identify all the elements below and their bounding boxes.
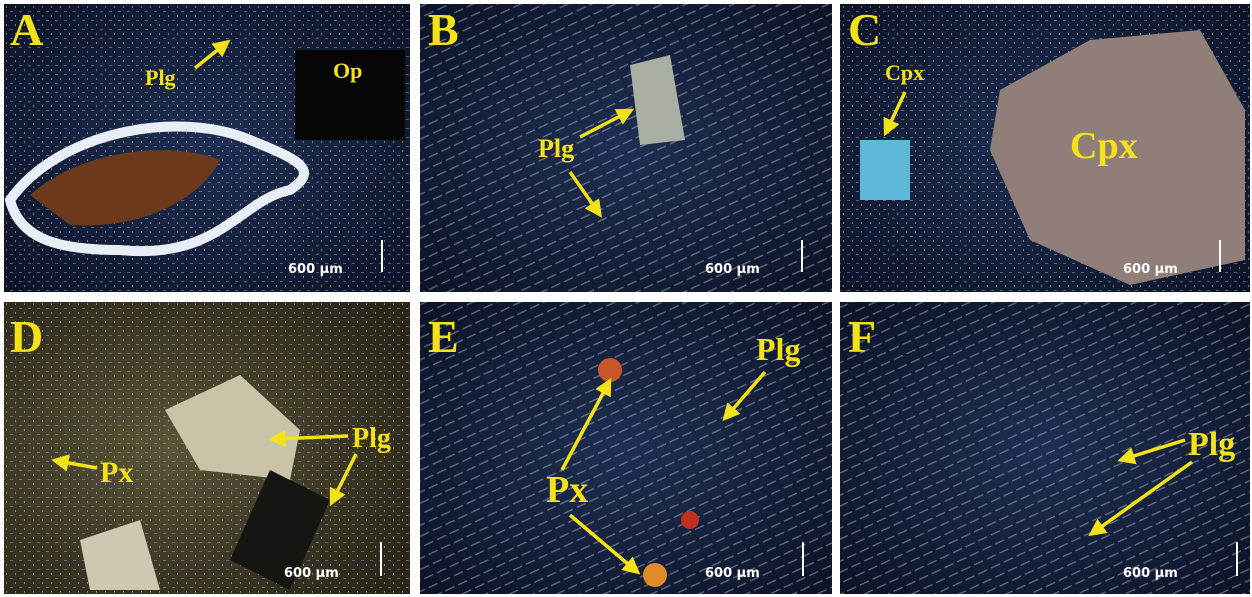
label: Cpx xyxy=(1070,125,1138,167)
label: Plg xyxy=(1188,426,1235,463)
panel-letter: B xyxy=(428,4,459,55)
label: Plg xyxy=(538,134,574,163)
scale-text: 600 μm xyxy=(1123,566,1178,581)
label: Px xyxy=(100,456,133,489)
scale-text: 600 μm xyxy=(705,566,760,581)
panel-letter: C xyxy=(848,4,881,55)
panel-letter: A xyxy=(10,4,43,55)
panel-b: B Plg 600 μm xyxy=(420,4,832,292)
crystal xyxy=(681,511,699,529)
panel-e: E Plg Px 600 μm xyxy=(420,302,832,594)
texture xyxy=(420,4,832,292)
panel-letter: D xyxy=(10,311,43,362)
label: Plg xyxy=(756,331,800,367)
label: Op xyxy=(333,58,362,83)
figure: A Plg Op 600 μm B Plg 600 μm C Cpx Cpx 6… xyxy=(0,0,1252,597)
panel-letter: E xyxy=(428,311,459,362)
panel-f: F Plg 600 μm xyxy=(840,302,1250,594)
label: Px xyxy=(546,469,588,511)
panel-c: C Cpx Cpx 600 μm xyxy=(840,4,1250,292)
panel-d: D Plg Px 600 μm xyxy=(4,302,410,594)
scale-text: 600 μm xyxy=(705,262,760,277)
panel-letter: F xyxy=(848,311,876,362)
crystal xyxy=(643,563,667,587)
label: Cpx xyxy=(885,60,924,85)
label: Plg xyxy=(352,423,391,454)
crystal xyxy=(598,358,622,382)
scale-text: 600 μm xyxy=(1123,262,1178,277)
scale-text: 600 μm xyxy=(284,566,339,581)
crystal xyxy=(860,140,910,200)
scale-text: 600 μm xyxy=(288,262,343,277)
panel-a: A Plg Op 600 μm xyxy=(4,4,410,292)
label: Plg xyxy=(145,65,176,90)
